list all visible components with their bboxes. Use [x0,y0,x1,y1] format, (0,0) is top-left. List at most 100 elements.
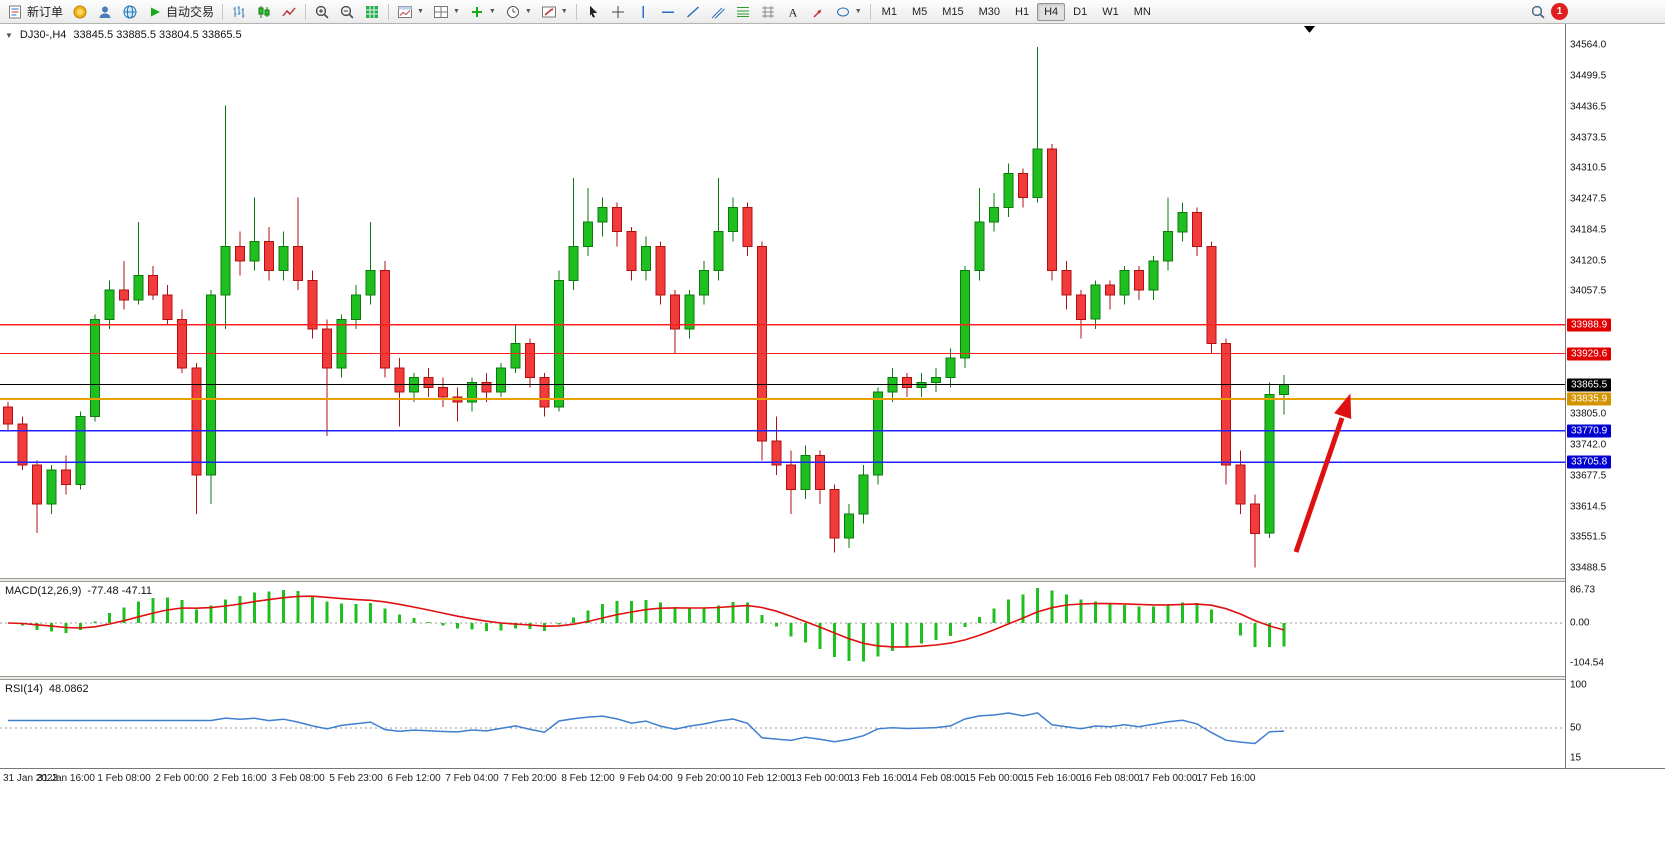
candlestick-button[interactable] [252,2,276,22]
arrows-tool-button[interactable] [806,2,830,22]
new-order-button[interactable]: 新订单 [4,2,67,22]
one-click-trading-toggle[interactable]: ▼ [5,30,13,40]
timeframe-group: M1 M5 M15 M30 H1 H4 D1 W1 MN [875,2,1158,21]
macd-scale-label: 0.00 [1570,617,1590,629]
toolbar-separator [869,3,871,20]
time-label: 2 Feb 16:00 [213,773,267,784]
globe-button[interactable] [118,2,142,22]
time-label: 5 Feb 23:00 [329,773,383,784]
time-label: 31 Jan 16:00 [37,773,95,784]
time-label: 9 Feb 04:00 [619,773,673,784]
toolbar-separator [388,3,390,20]
shapes-button[interactable]: ▼ [831,2,866,22]
pane-splitter[interactable] [0,676,1665,680]
play-icon [151,7,161,16]
macd-values: -77.48 -47.11 [87,585,153,597]
timeframe-m15[interactable]: M15 [942,5,964,18]
price-line-badge[interactable]: 33705.8 [1567,455,1612,469]
time-label: 13 Feb 00:00 [790,773,850,784]
macd-pane[interactable]: MACD(12,26,9) -77.48 -47.11 [0,582,1565,676]
zoom-out-button[interactable] [335,2,359,22]
price-line-badge[interactable]: 33988.9 [1567,318,1612,332]
channel-icon [711,7,725,19]
timeframe-h1[interactable]: H1 [1015,5,1030,18]
chevron-down-icon: ▼ [452,8,460,15]
template-button[interactable]: ▼ [537,2,572,22]
price-tick: 33805.0 [1570,408,1607,420]
timeframe-d1[interactable]: D1 [1073,5,1088,18]
svg-text:A: A [788,5,797,19]
ellipse-icon [836,7,849,16]
trendline-button[interactable] [681,2,705,22]
add-indicator-button[interactable]: ▼ [465,2,500,22]
zoom-out-icon [340,5,354,19]
time-label: 17 Feb 00:00 [1138,773,1198,784]
user-icon [99,6,111,18]
ohlc-values: 33845.5 33885.5 33804.5 33865.5 [73,29,242,41]
macd-scale-label: -104.54 [1570,657,1604,669]
timeframe-m30[interactable]: M30 [978,5,1001,18]
timeframe-m5[interactable]: M5 [911,5,928,18]
timeframe-h4[interactable]: H4 [1037,2,1066,21]
line-chart-button[interactable] [277,2,301,22]
macd-scale-label: 86.73 [1570,584,1596,596]
notification-badge[interactable]: 1 [1551,3,1568,20]
vertical-line-button[interactable] [631,2,655,22]
time-label: 14 Feb 08:00 [906,773,966,784]
time-label: 15 Feb 16:00 [1022,773,1082,784]
vertical-line-icon [641,5,644,18]
macd-chart[interactable] [0,582,1565,676]
rsi-value: 48.0862 [48,683,89,695]
price-tick: 34310.5 [1570,162,1607,174]
user-button[interactable] [93,2,117,22]
grid-tool-button[interactable] [756,2,780,22]
chevron-down-icon: ▼ [417,8,424,15]
candlestick-chart[interactable] [0,24,1565,578]
time-label: 10 Feb 12:00 [732,773,792,784]
cursor-icon [589,5,597,18]
indicators-grid-button[interactable] [360,2,384,22]
candlestick-icon [258,5,270,18]
gold-badge-button[interactable] [68,2,92,22]
time-axis[interactable]: 31 Jan 2023 31 Jan 16:00 1 Feb 08:00 2 Feb … [0,768,1665,841]
new-order-label: 新订单 [27,5,64,19]
macd-title: MACD(12,26,9) [5,585,82,597]
macd-label: MACD(12,26,9) -77.48 -47.11 [5,585,152,597]
search-button[interactable] [1526,2,1550,22]
toolbar: 新订单 自动交易 [0,0,1665,24]
crosshair-button[interactable] [606,2,630,22]
zoom-in-button[interactable] [310,2,334,22]
cursor-button[interactable] [581,2,605,22]
bar-chart-icon [233,5,245,18]
rsi-pane[interactable]: RSI(14) 48.0862 [0,680,1565,768]
horizontal-line-button[interactable] [656,2,680,22]
time-label: 16 Feb 08:00 [1080,773,1140,784]
period-clock-button[interactable]: ▼ [501,2,536,22]
timeframe-mn[interactable]: MN [1133,5,1151,18]
chevron-down-icon: ▼ [488,8,496,15]
rsi-chart[interactable] [0,680,1565,768]
fibonacci-button[interactable] [731,2,755,22]
new-chart-button[interactable]: ▼ [393,2,428,22]
price-line-badge[interactable]: 33929.6 [1567,347,1612,360]
chart-shift-marker [1304,26,1315,33]
chart-profiles-button[interactable]: ▼ [429,2,464,22]
symbol-period: DJ30-,H4 [19,29,67,41]
arrow-annotation [1293,417,1345,553]
text-tool-button[interactable]: A [781,2,805,22]
price-axis[interactable]: 34564.0 34499.5 34436.5 34373.5 34310.5 34247… [1565,24,1665,768]
auto-trading-button[interactable]: 自动交易 [143,2,218,22]
pane-splitter[interactable] [0,578,1665,582]
price-tick: 33488.5 [1570,562,1607,574]
main-chart-pane[interactable]: ▼ DJ30-,H4 33845.5 33885.5 33804.5 33865… [0,24,1565,578]
rsi-label: RSI(14) 48.0862 [5,683,89,695]
toolbar-separator [305,3,307,20]
timeframe-w1[interactable]: W1 [1102,5,1119,18]
price-line-badge[interactable]: 33770.9 [1567,424,1612,438]
channel-button[interactable] [706,2,730,22]
timeframe-m1[interactable]: M1 [881,5,897,18]
price-line-badge[interactable]: 33835.9 [1567,392,1612,406]
price-tick: 34564.0 [1570,39,1607,51]
bar-chart-button[interactable] [227,2,251,22]
search-icon [1531,5,1545,19]
